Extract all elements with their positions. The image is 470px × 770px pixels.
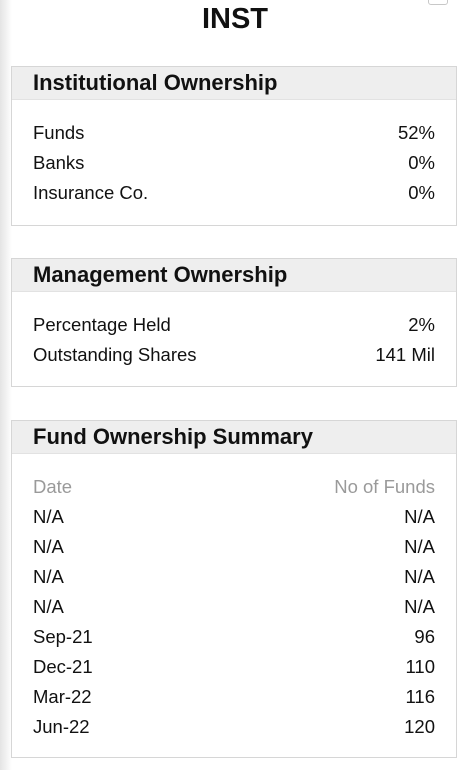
row-date: Mar-22 xyxy=(33,686,92,707)
close-button[interactable] xyxy=(428,0,448,5)
row-funds: N/A xyxy=(404,596,435,617)
table-row: N/A N/A xyxy=(33,532,435,562)
funds-column-header: No of Funds xyxy=(334,476,435,497)
management-ownership-panel: Management Ownership Percentage Held 2% … xyxy=(11,258,457,387)
table-row: Jun-22 120 xyxy=(33,712,435,742)
outstanding-shares-row: Outstanding Shares 141 Mil xyxy=(33,340,435,370)
table-row: N/A N/A xyxy=(33,502,435,532)
table-row: Mar-22 116 xyxy=(33,682,435,712)
ticker-title: INST xyxy=(201,3,269,35)
panel-title: Fund Ownership Summary xyxy=(12,421,456,454)
row-date: N/A xyxy=(33,566,64,587)
row-funds: 96 xyxy=(414,626,435,647)
insurance-row: Insurance Co. 0% xyxy=(33,178,435,208)
date-column-header: Date xyxy=(33,476,73,497)
table-row: Sep-21 96 xyxy=(33,622,435,652)
row-date: Jun-22 xyxy=(33,716,90,737)
row-date: Dec-21 xyxy=(33,656,93,677)
row-funds: 120 xyxy=(404,716,435,737)
fund-ownership-summary-panel: Fund Ownership Summary Date No of Funds … xyxy=(11,420,457,758)
left-edge-shadow xyxy=(0,0,12,770)
funds-row: Funds 52% xyxy=(33,118,435,148)
row-funds: 110 xyxy=(405,656,436,677)
row-funds: N/A xyxy=(404,566,435,587)
row-value: 141 Mil xyxy=(375,344,435,365)
row-value: 52% xyxy=(397,122,435,143)
row-value: 0% xyxy=(408,182,435,203)
table-header: Date No of Funds xyxy=(33,472,435,502)
row-date: Sep-21 xyxy=(33,626,93,647)
row-date: N/A xyxy=(33,536,64,557)
table-row: N/A N/A xyxy=(33,592,435,622)
row-date: N/A xyxy=(33,596,64,617)
banks-row: Banks 0% xyxy=(33,148,435,178)
row-funds: 116 xyxy=(405,686,436,707)
row-value: 2% xyxy=(408,314,435,335)
row-funds: N/A xyxy=(404,506,435,527)
row-label: Banks xyxy=(33,152,85,173)
row-label: Percentage Held xyxy=(33,314,171,335)
panel-title: Management Ownership xyxy=(12,259,456,292)
row-date: N/A xyxy=(33,506,64,527)
percentage-held-row: Percentage Held 2% xyxy=(33,310,435,340)
panel-title: Institutional Ownership xyxy=(12,67,456,100)
row-value: 0% xyxy=(408,152,435,173)
institutional-ownership-panel: Institutional Ownership Funds 52% Banks … xyxy=(11,66,457,226)
row-label: Insurance Co. xyxy=(33,182,149,203)
row-label: Funds xyxy=(33,122,85,143)
table-row: Dec-21 110 xyxy=(33,652,435,682)
row-funds: N/A xyxy=(404,536,435,557)
row-label: Outstanding Shares xyxy=(33,344,197,365)
table-row: N/A N/A xyxy=(33,562,435,592)
